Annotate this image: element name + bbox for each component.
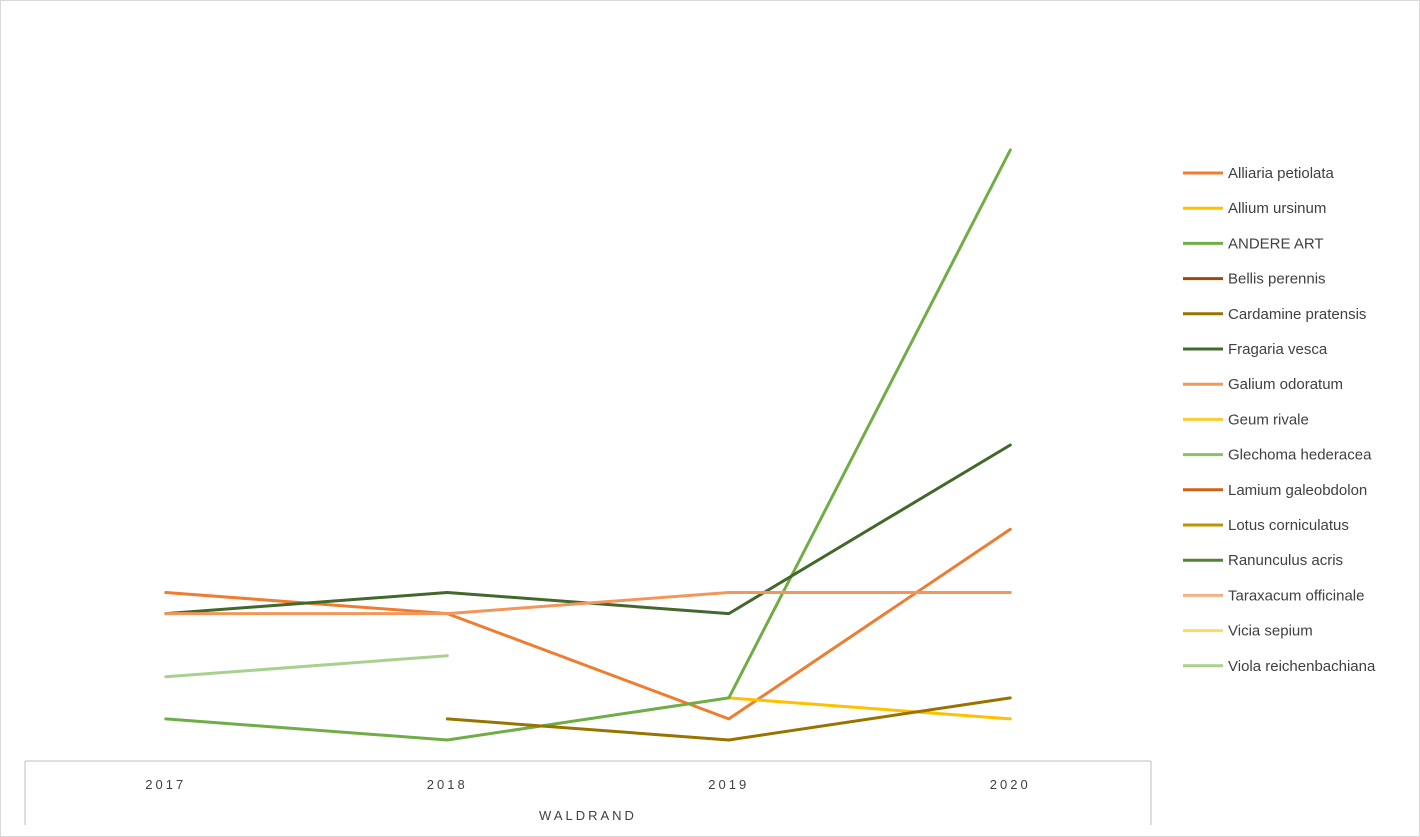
legend-entry-label: Bellis perennis bbox=[1228, 271, 1326, 288]
series-line-galium-odoratum bbox=[164, 591, 1012, 616]
legend-entry-label: Fragaria vesca bbox=[1228, 341, 1328, 358]
legend: Alliaria petiolata Allium ursinum ANDERE A… bbox=[1183, 165, 1376, 675]
series-line-cardamine-pratensis bbox=[445, 696, 1012, 742]
legend-entry-label: Geum rivale bbox=[1228, 411, 1309, 428]
legend-entry-label: Lotus corniculatus bbox=[1228, 517, 1349, 534]
category-group-label: WALDRAND bbox=[539, 808, 637, 823]
legend-entry-label: Galium odoratum bbox=[1228, 376, 1343, 393]
x-tick-label: 2017 bbox=[145, 777, 186, 792]
legend-entry-label: Cardamine pratensis bbox=[1228, 306, 1366, 323]
legend-entry-label: Alliaria petiolata bbox=[1228, 165, 1335, 182]
category-axis: 2017 2018 2019 2020 WALDRAND bbox=[24, 760, 1152, 825]
legend-entry-label: ANDERE ART bbox=[1228, 235, 1324, 252]
series-line-viola-reichenbachiana bbox=[164, 654, 449, 679]
legend-entry-label: Allium ursinum bbox=[1228, 200, 1326, 217]
series-lines bbox=[164, 148, 1012, 742]
series-line-allium-ursinum bbox=[727, 696, 1012, 721]
legend-entry-label: Vicia sepium bbox=[1228, 623, 1313, 640]
legend-entry-label: Lamium galeobdolon bbox=[1228, 482, 1367, 499]
legend-entry-label: Glechoma hederacea bbox=[1228, 447, 1372, 464]
x-tick-label: 2018 bbox=[427, 777, 468, 792]
x-tick-label: 2019 bbox=[708, 777, 749, 792]
x-tick-label: 2020 bbox=[990, 777, 1031, 792]
series-line-andere-art bbox=[164, 148, 1012, 742]
legend-entry-label: Taraxacum officinale bbox=[1228, 587, 1364, 604]
legend-entry-label: Viola reichenbachiana bbox=[1228, 658, 1376, 675]
legend-entry-label: Ranunculus acris bbox=[1228, 552, 1343, 569]
